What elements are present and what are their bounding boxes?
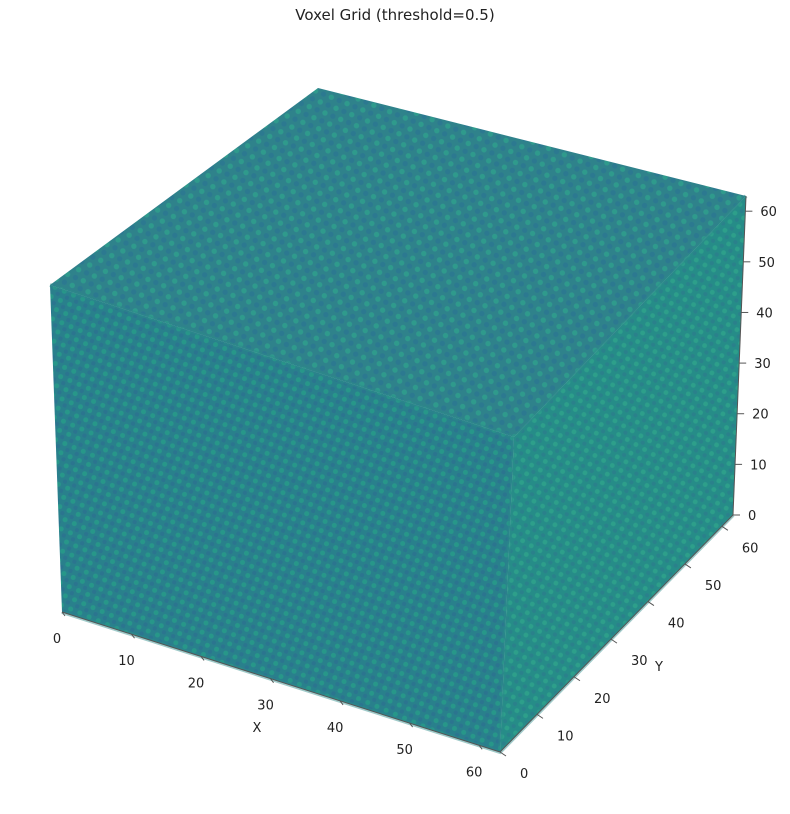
z-axis-tick-label: 40 (756, 306, 773, 321)
z-axis-tick-label: 30 (754, 357, 771, 372)
axis-lines (61, 195, 747, 753)
voxel-face-front (50, 285, 514, 752)
y-axis-tick-label: 30 (631, 654, 648, 669)
y-axis-tick-mark (610, 638, 618, 644)
y-axis-label: Y (654, 660, 663, 675)
y-axis-ticks: 0 10 20 30 40 50 60 (499, 525, 759, 782)
z-axis-tick-label: 50 (758, 256, 775, 271)
y-axis-tick-mark (536, 713, 544, 719)
y-axis-tick-mark (499, 751, 507, 757)
z-axis-tick-label: 10 (750, 458, 767, 473)
x-axis-tick-label: 20 (188, 676, 205, 691)
y-axis-line (499, 514, 734, 753)
x-axis-label: X (253, 721, 262, 736)
y-axis-tick-mark (684, 563, 692, 569)
voxel-face-top (50, 88, 746, 437)
z-axis-tick-label: 0 (748, 509, 756, 524)
y-axis-tick-label: 10 (557, 729, 574, 744)
y-axis-tick-mark (721, 525, 729, 531)
y-axis-tick-label: 40 (668, 617, 685, 632)
x-axis-tick-mark (409, 722, 414, 728)
x-axis-tick-label: 0 (53, 632, 61, 647)
y-axis-tick-mark (647, 601, 655, 606)
x-axis-tick-label: 10 (118, 654, 135, 669)
z-axis-tick-label: 20 (752, 408, 769, 423)
y-axis-tick-label: 50 (705, 579, 722, 594)
x-axis-tick-label: 30 (257, 699, 274, 714)
x-axis-tick-label: 40 (327, 721, 344, 736)
x-axis-tick-mark (131, 633, 135, 639)
y-axis-tick-label: 0 (520, 767, 528, 782)
z-axis-line (732, 195, 747, 516)
y-axis-tick-mark (573, 676, 581, 682)
voxel-cube (49, 88, 748, 755)
x-axis-tick-mark (339, 700, 344, 706)
x-axis-tick-mark (61, 611, 66, 617)
x-axis-tick-mark (478, 745, 483, 750)
z-axis-ticks: 0 10 20 30 40 50 60 (733, 205, 777, 524)
x-axis-line (61, 611, 501, 753)
z-axis-tick-label: 60 (760, 205, 777, 220)
x-axis-ticks: 0 10 20 30 40 50 60 (53, 611, 483, 780)
y-axis-tick-label: 20 (594, 692, 611, 707)
x-axis-tick-label: 60 (466, 765, 483, 780)
voxel-face-side (500, 196, 746, 752)
x-axis-tick-mark (200, 656, 205, 661)
x-axis-tick-mark (270, 678, 274, 683)
chart-title: Voxel Grid (threshold=0.5) (295, 6, 495, 24)
y-axis-tick-label: 60 (742, 541, 759, 556)
x-axis-tick-label: 50 (396, 743, 413, 758)
